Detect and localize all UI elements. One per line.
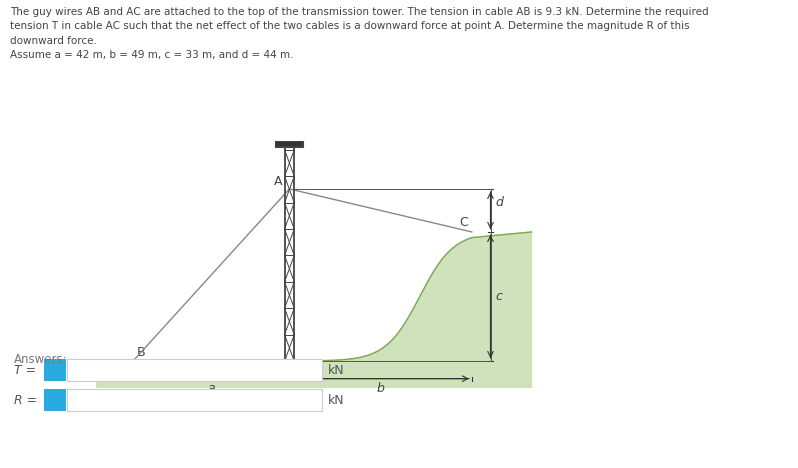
Text: The guy wires AB and AC are attached to the top of the transmission tower. The t: The guy wires AB and AC are attached to … bbox=[10, 7, 708, 60]
Text: kN: kN bbox=[328, 394, 345, 407]
Text: A: A bbox=[275, 175, 282, 188]
FancyBboxPatch shape bbox=[67, 389, 322, 411]
Text: C: C bbox=[460, 216, 468, 229]
Text: i: i bbox=[53, 394, 57, 407]
Text: a: a bbox=[207, 382, 215, 395]
FancyBboxPatch shape bbox=[67, 359, 322, 381]
Text: B: B bbox=[136, 346, 145, 359]
Text: kN: kN bbox=[328, 364, 345, 376]
Text: i: i bbox=[53, 364, 57, 376]
FancyBboxPatch shape bbox=[44, 359, 66, 381]
Bar bbox=[276, 142, 302, 146]
Polygon shape bbox=[96, 232, 531, 388]
Text: R =: R = bbox=[14, 394, 38, 407]
Text: d: d bbox=[495, 196, 503, 209]
FancyBboxPatch shape bbox=[44, 389, 66, 411]
Text: b: b bbox=[377, 382, 385, 395]
Text: c: c bbox=[495, 290, 502, 303]
Text: T =: T = bbox=[14, 364, 36, 376]
Text: Answers:: Answers: bbox=[14, 353, 68, 366]
